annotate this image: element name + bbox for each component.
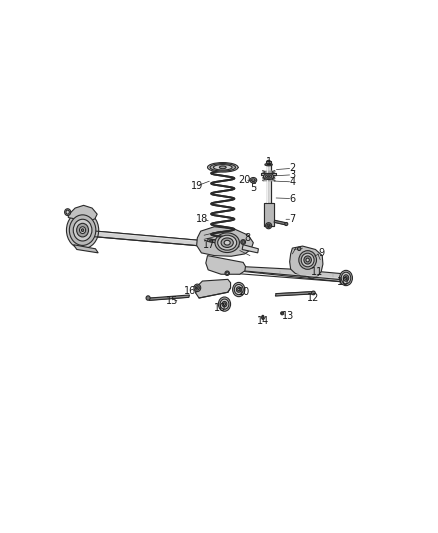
Ellipse shape — [267, 164, 270, 165]
Polygon shape — [197, 227, 253, 256]
Ellipse shape — [213, 165, 232, 170]
Ellipse shape — [267, 176, 270, 177]
Ellipse shape — [341, 272, 351, 284]
Polygon shape — [149, 295, 190, 301]
Ellipse shape — [306, 258, 309, 262]
Ellipse shape — [339, 270, 353, 286]
Ellipse shape — [267, 224, 270, 228]
Polygon shape — [68, 205, 97, 222]
Ellipse shape — [265, 164, 272, 166]
Ellipse shape — [265, 175, 272, 178]
Text: 10: 10 — [214, 303, 226, 313]
Ellipse shape — [73, 219, 92, 241]
Text: 14: 14 — [258, 316, 270, 326]
Text: 8: 8 — [244, 233, 251, 243]
Ellipse shape — [221, 238, 233, 247]
Text: 10: 10 — [337, 277, 350, 287]
Ellipse shape — [304, 256, 311, 264]
Text: 19: 19 — [191, 181, 203, 191]
Polygon shape — [276, 292, 314, 296]
Polygon shape — [208, 239, 239, 247]
Ellipse shape — [222, 302, 227, 307]
Ellipse shape — [219, 297, 230, 311]
Polygon shape — [266, 160, 271, 163]
Ellipse shape — [237, 287, 241, 292]
Polygon shape — [264, 203, 274, 225]
Polygon shape — [74, 229, 245, 246]
Ellipse shape — [299, 251, 317, 269]
Ellipse shape — [281, 312, 284, 315]
Text: 20: 20 — [239, 175, 251, 185]
Text: 18: 18 — [196, 214, 208, 224]
Text: 6: 6 — [290, 193, 295, 204]
Text: 9: 9 — [318, 248, 324, 258]
Ellipse shape — [238, 288, 240, 290]
Ellipse shape — [215, 233, 240, 253]
Ellipse shape — [66, 210, 69, 214]
Ellipse shape — [311, 291, 315, 295]
Text: 5: 5 — [250, 183, 257, 193]
Ellipse shape — [301, 253, 314, 267]
Ellipse shape — [267, 160, 271, 164]
Polygon shape — [261, 173, 276, 175]
Ellipse shape — [225, 271, 230, 276]
Ellipse shape — [265, 223, 272, 229]
Ellipse shape — [262, 316, 264, 319]
Ellipse shape — [268, 225, 269, 227]
Ellipse shape — [264, 173, 274, 180]
Ellipse shape — [81, 229, 84, 231]
Ellipse shape — [250, 177, 257, 183]
Polygon shape — [274, 220, 287, 225]
Polygon shape — [74, 245, 98, 253]
Text: 10: 10 — [238, 287, 250, 297]
Ellipse shape — [345, 277, 347, 279]
Ellipse shape — [242, 241, 244, 243]
Polygon shape — [267, 164, 268, 203]
Ellipse shape — [197, 287, 198, 289]
Ellipse shape — [224, 240, 230, 245]
Text: 11: 11 — [311, 267, 323, 277]
Ellipse shape — [208, 163, 238, 172]
Ellipse shape — [67, 212, 99, 249]
Ellipse shape — [281, 312, 283, 314]
Ellipse shape — [343, 275, 349, 281]
Text: 17: 17 — [203, 240, 215, 250]
Ellipse shape — [69, 215, 96, 245]
Polygon shape — [290, 246, 323, 278]
Text: 12: 12 — [307, 293, 320, 303]
Ellipse shape — [210, 164, 236, 171]
Ellipse shape — [218, 235, 237, 250]
Ellipse shape — [195, 286, 199, 290]
Polygon shape — [224, 266, 347, 282]
Polygon shape — [242, 245, 258, 253]
Polygon shape — [206, 256, 246, 274]
Text: 4: 4 — [290, 177, 295, 187]
Ellipse shape — [234, 285, 243, 295]
Ellipse shape — [233, 282, 245, 297]
Ellipse shape — [261, 316, 264, 319]
Ellipse shape — [226, 272, 228, 274]
Text: 15: 15 — [166, 296, 178, 306]
Ellipse shape — [64, 209, 71, 215]
Polygon shape — [267, 164, 271, 203]
Ellipse shape — [297, 247, 301, 251]
Ellipse shape — [194, 284, 201, 292]
Text: 16: 16 — [184, 286, 196, 296]
Ellipse shape — [219, 166, 226, 168]
Ellipse shape — [223, 303, 226, 305]
Text: 2: 2 — [289, 163, 296, 173]
Text: 13: 13 — [282, 311, 294, 321]
Text: 7: 7 — [289, 214, 296, 224]
Polygon shape — [74, 229, 245, 250]
Polygon shape — [196, 279, 230, 298]
Ellipse shape — [285, 222, 288, 225]
Ellipse shape — [220, 299, 229, 309]
Ellipse shape — [251, 179, 255, 182]
Ellipse shape — [146, 296, 150, 300]
Ellipse shape — [77, 223, 88, 237]
Text: 3: 3 — [290, 170, 295, 180]
Ellipse shape — [80, 227, 86, 233]
Text: 1: 1 — [265, 157, 272, 167]
Ellipse shape — [241, 240, 246, 245]
